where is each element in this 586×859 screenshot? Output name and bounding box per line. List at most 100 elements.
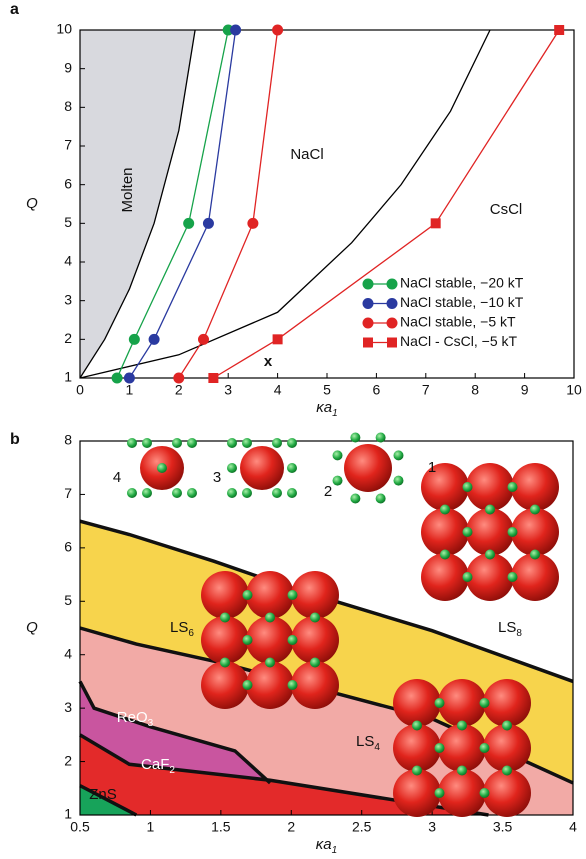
sphere <box>246 571 294 619</box>
marker <box>247 218 258 229</box>
ion <box>127 438 137 448</box>
ion <box>157 463 167 473</box>
ion <box>172 488 182 498</box>
y-tick-label: 9 <box>64 59 72 75</box>
sphere <box>421 508 469 556</box>
ion <box>287 463 297 473</box>
sphere <box>393 769 441 817</box>
ion <box>272 488 282 498</box>
ion <box>243 590 253 600</box>
ion <box>480 698 490 708</box>
sphere <box>438 769 486 817</box>
sphere <box>483 724 531 772</box>
ion <box>272 438 282 448</box>
region-label: Molten <box>119 167 136 212</box>
x-tick-label: 1.5 <box>211 819 231 835</box>
y-tick-label: 6 <box>64 539 72 555</box>
ion <box>480 788 490 798</box>
sphere <box>438 724 486 772</box>
y-tick-label: 1 <box>64 806 72 822</box>
sphere <box>201 661 249 709</box>
region-label-main: CaF <box>141 756 169 773</box>
ion <box>457 766 467 776</box>
y-axis-label: Q <box>26 619 38 636</box>
x-axis-label: κa1 <box>316 836 337 856</box>
sphere <box>483 679 531 727</box>
x-tick-label: 10 <box>566 382 582 398</box>
x-tick-label: 4 <box>274 382 282 398</box>
y-tick-label: 5 <box>64 592 72 608</box>
ion <box>288 590 298 600</box>
x-axis-label: κa1 <box>316 399 337 419</box>
x-tick-label: 0.5 <box>70 819 90 835</box>
x-tick-label: 3 <box>224 382 232 398</box>
ion <box>227 488 237 498</box>
ion <box>287 438 297 448</box>
sphere <box>240 446 284 490</box>
x-axis-label-main: κa <box>316 399 332 416</box>
legend-label: NaCl - CsCl, −5 kT <box>400 333 518 349</box>
ion <box>435 788 445 798</box>
x-tick-label: 1 <box>126 382 134 398</box>
y-tick-label: 6 <box>64 175 72 191</box>
marker <box>173 373 184 384</box>
ion <box>412 721 422 731</box>
marker <box>112 373 123 384</box>
legend-marker <box>363 338 373 348</box>
ion <box>242 488 252 498</box>
ion <box>333 476 343 486</box>
x-tick-label: 2 <box>175 382 183 398</box>
ion <box>440 505 450 515</box>
sphere <box>421 553 469 601</box>
marker <box>431 218 441 228</box>
region-label-sub: 6 <box>188 628 194 639</box>
marker <box>183 218 194 229</box>
ion <box>187 438 197 448</box>
x-tick-label: 6 <box>373 382 381 398</box>
x-tick-label: 5 <box>323 382 331 398</box>
ion <box>485 550 495 560</box>
ion <box>142 488 152 498</box>
sphere <box>393 724 441 772</box>
sphere <box>344 444 392 492</box>
annotation: x <box>264 353 273 370</box>
region-label: NaCl <box>290 146 323 163</box>
ion <box>172 438 182 448</box>
marker <box>149 334 160 345</box>
region-label: CsCl <box>490 201 523 218</box>
region-label-sub: 3 <box>148 718 154 729</box>
region-label-main: ZnS <box>89 786 117 803</box>
legend-marker <box>387 279 398 290</box>
x-tick-label: 8 <box>471 382 479 398</box>
molten-fill <box>80 30 195 378</box>
x-tick-label: 7 <box>422 382 430 398</box>
structure-label: 3 <box>213 469 221 486</box>
region-label: LS8 <box>498 619 522 639</box>
legend-marker <box>387 298 398 309</box>
legend-marker <box>363 318 374 329</box>
sphere <box>246 661 294 709</box>
ion <box>142 438 152 448</box>
region-label: ZnS <box>89 786 117 803</box>
ion <box>220 658 230 668</box>
marker <box>272 25 283 36</box>
ion <box>227 463 237 473</box>
x-tick-label: 1 <box>147 819 155 835</box>
legend-marker <box>387 318 398 329</box>
y-tick-label: 8 <box>64 98 72 114</box>
legend-marker <box>387 338 397 348</box>
x-tick-label: 4 <box>569 819 577 835</box>
y-tick-label: 7 <box>64 137 72 153</box>
ion <box>350 433 360 443</box>
marker <box>208 373 218 383</box>
sphere <box>511 463 559 511</box>
region-label-sub: 2 <box>169 765 175 776</box>
structure-label: 4 <box>113 469 121 486</box>
ion <box>287 488 297 498</box>
ion <box>485 505 495 515</box>
sphere <box>201 571 249 619</box>
ion <box>227 438 237 448</box>
x-axis-label-sub: 1 <box>332 408 338 419</box>
ion <box>350 493 360 503</box>
marker <box>124 373 135 384</box>
